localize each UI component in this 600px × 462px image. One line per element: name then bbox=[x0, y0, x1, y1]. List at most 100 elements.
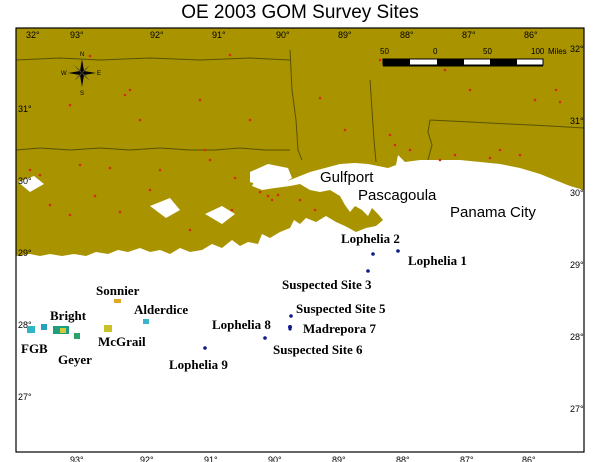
compass-e-label: E bbox=[97, 71, 101, 77]
city-dot bbox=[28, 168, 32, 172]
city-dot bbox=[48, 203, 52, 207]
patch-sonnier bbox=[114, 299, 121, 303]
site-marker-suspected-site-6 bbox=[288, 327, 292, 331]
city-dot bbox=[266, 194, 270, 198]
site-markers bbox=[203, 249, 400, 350]
lat-label-30-right: 30° bbox=[570, 188, 584, 198]
city-dot bbox=[123, 93, 127, 97]
city-dot bbox=[270, 198, 274, 202]
lat-label-29-left: 29° bbox=[18, 248, 32, 258]
land-mass bbox=[16, 28, 584, 256]
lon-label-91: 91° bbox=[212, 30, 226, 40]
city-dot bbox=[68, 213, 72, 217]
graticule-labels: 32° 93° 92° 91° 90° 89° 88° 87° 86° 93° … bbox=[18, 30, 584, 462]
patch-fgb-2 bbox=[41, 324, 47, 330]
bathymetry-patches bbox=[27, 299, 149, 339]
site-label-bright: Bright bbox=[50, 308, 87, 323]
city-dots bbox=[28, 53, 562, 232]
site-labels: Lophelia 2 Lophelia 1 Suspected Site 3 S… bbox=[21, 231, 467, 372]
city-label-gulfport: Gulfport bbox=[320, 169, 374, 186]
lat-label-29-right: 29° bbox=[570, 260, 584, 270]
city-dot bbox=[378, 58, 382, 62]
scale-unit-label: Miles bbox=[548, 47, 567, 56]
patch-mcgrail bbox=[104, 325, 112, 332]
lat-label-31-right: 31° bbox=[570, 116, 584, 126]
lat-label-32-right: 32° bbox=[570, 44, 584, 54]
patch-alderdice bbox=[143, 319, 149, 324]
site-marker-lophelia-1 bbox=[396, 249, 400, 253]
city-dot bbox=[88, 54, 92, 58]
lon-label-90-bottom: 90° bbox=[268, 455, 282, 462]
city-label-panama-city: Panama City bbox=[450, 204, 536, 221]
lat-label-28-right: 28° bbox=[570, 332, 584, 342]
patch-bright-2 bbox=[60, 328, 66, 333]
city-dot bbox=[38, 173, 42, 177]
lon-label-87-bottom: 87° bbox=[460, 455, 474, 462]
city-dot bbox=[158, 168, 162, 172]
bay-inlet-2 bbox=[205, 206, 235, 224]
city-dot bbox=[93, 194, 97, 198]
site-label-fgb: FGB bbox=[21, 341, 48, 356]
city-dot bbox=[554, 88, 558, 92]
compass-s-label: S bbox=[80, 91, 84, 97]
site-marker-suspected-site-3 bbox=[366, 269, 370, 273]
site-marker-lophelia-8 bbox=[263, 336, 267, 340]
site-label-mcgrail: McGrail bbox=[98, 334, 146, 349]
lat-label-30-left: 30° bbox=[18, 176, 32, 186]
lon-label-91-bottom: 91° bbox=[204, 455, 218, 462]
patch-geyer bbox=[74, 333, 80, 339]
lat-label-28-left: 28° bbox=[18, 320, 32, 330]
bay-inlet-3 bbox=[18, 176, 44, 192]
site-label-lophelia-1: Lophelia 1 bbox=[408, 253, 467, 268]
city-dot bbox=[198, 98, 202, 102]
city-dot bbox=[393, 143, 397, 147]
city-dot bbox=[388, 133, 392, 137]
lon-label-86-bottom: 86° bbox=[522, 455, 536, 462]
site-label-madrepora-7: Madrepora 7 bbox=[303, 321, 377, 336]
lon-label-87: 87° bbox=[462, 30, 476, 40]
site-label-geyer: Geyer bbox=[58, 352, 92, 367]
site-label-sonnier: Sonnier bbox=[96, 283, 140, 298]
city-dot bbox=[233, 176, 237, 180]
lon-label-92-bottom: 92° bbox=[140, 455, 154, 462]
city-dot bbox=[128, 88, 132, 92]
city-dot bbox=[533, 98, 537, 102]
city-dot bbox=[438, 158, 442, 162]
city-labels: Gulfport Pascagoula Panama City bbox=[320, 169, 536, 221]
state-borders bbox=[15, 49, 585, 163]
city-dot bbox=[298, 198, 302, 202]
city-dot bbox=[138, 118, 142, 122]
site-marker-suspected-site-5 bbox=[289, 314, 293, 318]
city-dot bbox=[228, 53, 232, 57]
city-dot bbox=[318, 96, 322, 100]
patch-fgb-1 bbox=[27, 326, 35, 333]
corner-lon-label: 32° bbox=[26, 30, 40, 40]
scale-label-50-right: 50 bbox=[483, 47, 492, 56]
lat-label-27-left: 27° bbox=[18, 392, 32, 402]
city-dot bbox=[208, 158, 212, 162]
compass-rose-icon: N E S W bbox=[61, 52, 101, 97]
city-dot bbox=[230, 208, 234, 212]
compass-w-label: W bbox=[61, 71, 67, 77]
city-dot bbox=[68, 103, 72, 107]
city-dot bbox=[313, 208, 317, 212]
site-marker-lophelia-2 bbox=[371, 252, 375, 256]
lon-label-88: 88° bbox=[400, 30, 414, 40]
city-dot bbox=[558, 100, 562, 104]
site-label-lophelia-2: Lophelia 2 bbox=[341, 231, 400, 246]
site-label-alderdice: Alderdice bbox=[134, 302, 188, 317]
city-dot bbox=[443, 68, 447, 72]
site-label-lophelia-8: Lophelia 8 bbox=[212, 317, 271, 332]
city-dot bbox=[498, 148, 502, 152]
city-dot bbox=[148, 188, 152, 192]
site-marker-lophelia-9 bbox=[203, 346, 207, 350]
city-dot bbox=[488, 156, 492, 160]
site-label-suspected-site-6: Suspected Site 6 bbox=[273, 342, 363, 357]
lon-label-93: 93° bbox=[70, 30, 84, 40]
city-dot bbox=[118, 210, 122, 214]
lon-label-89: 89° bbox=[338, 30, 352, 40]
map-frame bbox=[15, 27, 585, 453]
scale-label-0: 0 bbox=[433, 47, 438, 56]
lat-label-27-right: 27° bbox=[570, 404, 584, 414]
